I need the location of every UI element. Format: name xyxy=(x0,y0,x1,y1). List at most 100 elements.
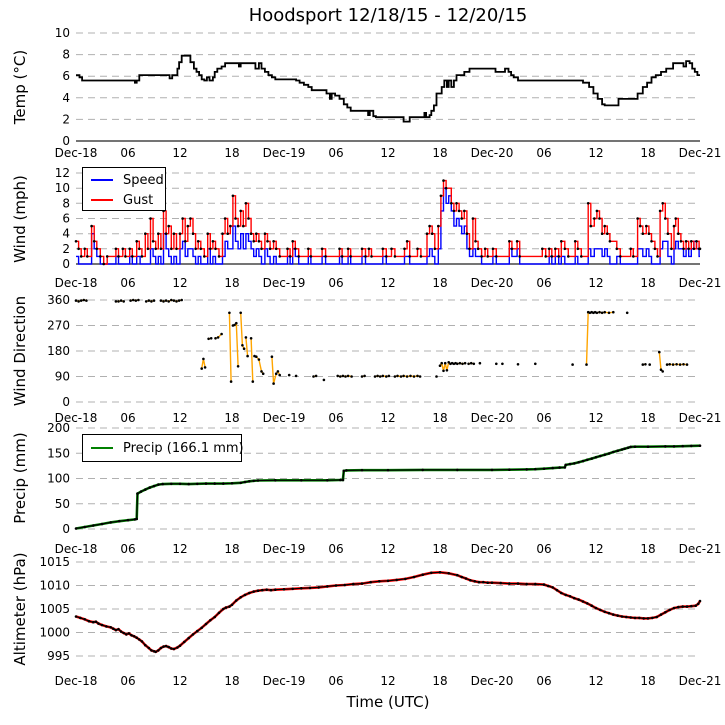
wind-direction-line xyxy=(130,299,139,302)
wind-direction-marker xyxy=(350,375,353,378)
gust-marker xyxy=(576,247,580,251)
wind-direction-marker xyxy=(144,300,148,303)
altimeter-marker xyxy=(464,577,468,580)
wind-legend: Speed Gust xyxy=(82,167,166,211)
precip-marker xyxy=(568,462,572,466)
wind-direction-marker xyxy=(458,361,462,365)
precip-marker xyxy=(92,524,95,527)
gust-marker xyxy=(672,224,676,228)
gust-marker xyxy=(476,247,480,251)
gust-marker xyxy=(231,194,235,198)
precip-marker xyxy=(698,444,702,448)
wind-direction-marker xyxy=(658,350,661,354)
precip-marker xyxy=(681,444,684,448)
wind-direction-marker xyxy=(278,373,282,377)
gust-marker xyxy=(297,255,301,258)
wind-direction-marker xyxy=(274,372,278,376)
wind-direction-marker xyxy=(402,374,405,378)
altimeter-marker xyxy=(590,604,593,607)
gust-marker xyxy=(698,247,702,251)
precip-marker xyxy=(339,478,342,482)
temp-xtick-label: 18 xyxy=(640,146,655,160)
wind_dir-xtick-label: 18 xyxy=(432,411,447,425)
temp-xtick-label: 06 xyxy=(536,146,551,160)
legend-item-gust: Gust xyxy=(83,190,165,210)
altimeter-marker xyxy=(248,591,251,595)
gust-marker xyxy=(226,232,229,235)
gust-marker xyxy=(682,247,685,251)
wind-direction-marker xyxy=(416,374,419,378)
gust-marker xyxy=(99,255,102,258)
altimeter-marker xyxy=(651,616,654,620)
gust-marker xyxy=(86,255,89,258)
precip-xtick-label: 12 xyxy=(588,542,603,556)
altimeter-marker xyxy=(317,586,321,589)
legend-label-speed: Speed xyxy=(123,172,164,188)
wind-direction-marker xyxy=(82,298,86,302)
altimeter-marker xyxy=(668,608,671,612)
wind-xtick-label: 12 xyxy=(380,276,395,290)
altimeter-marker xyxy=(97,622,100,625)
gust-marker xyxy=(272,240,275,243)
gust-marker xyxy=(346,247,350,251)
gust-marker xyxy=(194,247,197,251)
temp-xtick-label: 18 xyxy=(224,146,239,160)
precip-marker xyxy=(633,445,637,449)
gust-marker xyxy=(151,240,155,243)
altimeter-marker xyxy=(183,640,186,644)
altimeter-marker xyxy=(677,605,680,609)
gust-marker xyxy=(146,247,150,251)
gust-marker xyxy=(79,255,83,258)
precip-marker xyxy=(534,467,537,471)
altimeter-marker xyxy=(594,606,598,610)
wind-direction-marker xyxy=(675,363,678,366)
altimeter-marker xyxy=(100,623,104,627)
altimeter-marker xyxy=(698,599,702,603)
altimeter-marker xyxy=(672,606,676,610)
altimeter-xtick-label: 12 xyxy=(172,674,187,688)
altimeter-marker xyxy=(79,616,82,620)
altimeter-xtick-label: 18 xyxy=(432,674,447,688)
gust-marker xyxy=(442,179,445,182)
wind_dir-xtick-label: Dec-20 xyxy=(471,411,514,425)
precip-marker xyxy=(342,469,346,473)
gust-marker xyxy=(600,232,604,235)
precip-marker xyxy=(139,490,143,493)
gust-marker xyxy=(381,247,385,251)
altimeter-marker xyxy=(87,619,91,623)
wind-direction-marker xyxy=(516,363,520,366)
wind-direction-marker xyxy=(162,300,165,303)
temp-xtick-label: Dec-21 xyxy=(679,146,722,160)
wind-direction-marker xyxy=(261,372,265,376)
altimeter-marker xyxy=(334,584,338,587)
wind-xtick-label: Dec-21 xyxy=(679,276,722,290)
altimeter-marker xyxy=(239,596,242,599)
altimeter-marker xyxy=(499,581,503,585)
wind-xtick-label: 12 xyxy=(172,276,187,290)
precip-marker xyxy=(623,447,626,451)
wind-direction-line xyxy=(235,323,239,367)
wind_dir-ytick-label: 90 xyxy=(55,370,70,384)
gust-marker xyxy=(653,247,657,251)
temp-ytick-label: 2 xyxy=(62,112,70,126)
gust-marker xyxy=(636,217,639,220)
precip-marker xyxy=(274,479,277,482)
wind-direction-marker xyxy=(220,332,223,336)
gust-marker xyxy=(450,202,453,205)
altimeter-marker xyxy=(147,646,151,650)
gust-marker xyxy=(307,247,310,251)
altimeter-marker xyxy=(265,588,269,591)
precip-marker xyxy=(74,527,78,530)
gust-marker xyxy=(74,240,78,243)
precip-ytick-label: 0 xyxy=(62,522,70,536)
precip-marker xyxy=(629,445,632,449)
altimeter-marker xyxy=(291,587,295,591)
altimeter-marker xyxy=(127,632,131,635)
altimeter-marker xyxy=(681,605,684,608)
temp-xtick-label: 12 xyxy=(588,146,603,160)
gust-marker xyxy=(595,209,599,213)
precip-marker xyxy=(170,482,173,486)
precip-xtick-label: Dec-21 xyxy=(679,542,722,556)
gust-marker xyxy=(554,247,557,251)
